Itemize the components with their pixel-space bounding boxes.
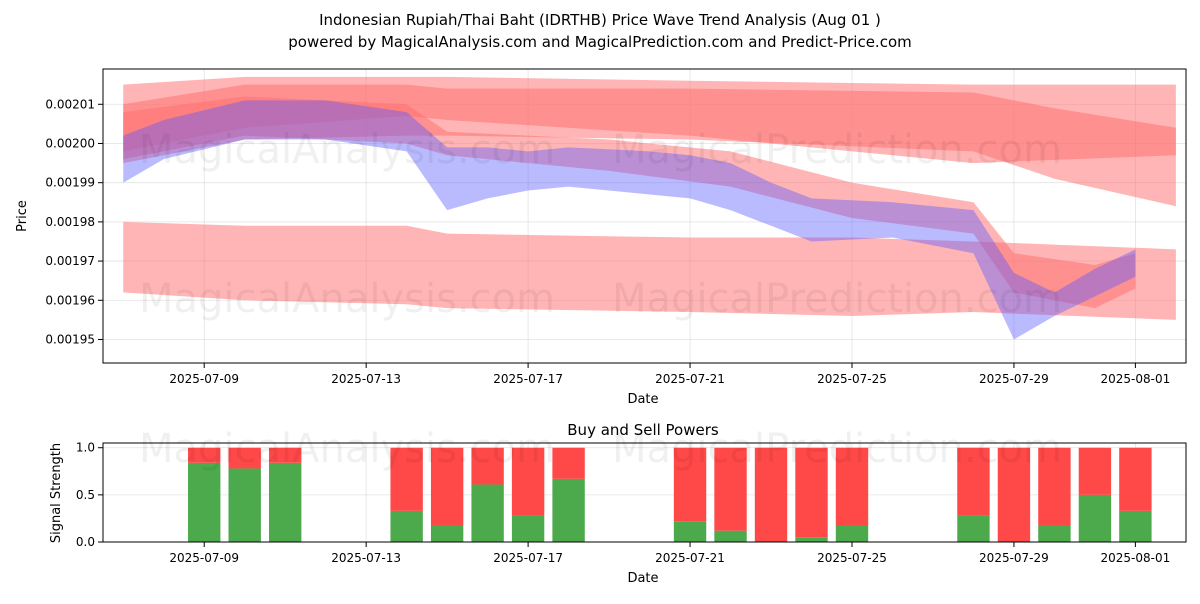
- signal-x-tick-label: 2025-07-09: [169, 551, 239, 565]
- sell-power-bar: [957, 447, 990, 516]
- price-axis-ticks: 2025-07-09 2025-07-13 2025-07-17 2025-07-21…: [45, 97, 1170, 386]
- buy-power-bar: [471, 484, 504, 542]
- price-x-tick-label: 2025-08-01: [1101, 372, 1171, 386]
- signal-x-tick-label: 2025-07-17: [493, 551, 563, 565]
- signal-y-axis-label: Signal Strength: [49, 443, 64, 543]
- price-plot-frame: [102, 68, 1187, 364]
- buy-sell-title: Buy and Sell Powers: [567, 421, 719, 439]
- price-y-tick-label: 0.00201: [45, 97, 95, 111]
- price-y-tick-label: 0.00196: [45, 293, 95, 307]
- chart-title: Indonesian Rupiah/Thai Baht (IDRTHB) Pri…: [319, 11, 881, 29]
- buy-power-bar: [795, 537, 828, 542]
- price-x-tick-label: 2025-07-29: [979, 372, 1049, 386]
- watermark-top-left: MagicalAnalysis.com: [139, 127, 555, 173]
- buy-power-bar: [552, 478, 585, 542]
- buy-power-bar: [188, 462, 221, 542]
- signal-axis-ticks: 2025-07-09 2025-07-13 2025-07-17 2025-07-21…: [76, 441, 1170, 565]
- sell-power-bar: [471, 447, 504, 485]
- price-bands: [123, 76, 1176, 340]
- watermark-bottom-left: MagicalAnalysis.com: [139, 426, 555, 472]
- chart-subtitle: powered by MagicalAnalysis.com and Magic…: [288, 33, 912, 51]
- buy-power-bar: [957, 515, 990, 542]
- sell-power-bar: [1038, 447, 1071, 526]
- signal-x-tick-label: 2025-07-13: [331, 551, 401, 565]
- price-y-axis-label: Price: [15, 200, 30, 232]
- watermark-mid-left: MagicalAnalysis.com: [139, 276, 555, 322]
- sell-power-bar: [268, 447, 302, 463]
- buy-power-bar: [1078, 494, 1112, 542]
- buy-power-bar: [714, 530, 747, 542]
- buy-power-bar: [673, 521, 707, 542]
- price-x-tick-label: 2025-07-09: [169, 372, 239, 386]
- sell-power-bar: [430, 447, 464, 526]
- price-y-tick-label: 0.00195: [45, 332, 95, 346]
- buy-power-bar: [228, 468, 261, 542]
- signal-x-axis-label: Date: [627, 571, 658, 586]
- buy-power-bar: [835, 525, 869, 542]
- sell-power-bar: [1119, 447, 1152, 511]
- price-band-4: [123, 100, 1136, 340]
- sell-power-bar: [390, 447, 423, 511]
- price-y-tick-label: 0.00199: [45, 176, 95, 190]
- sell-power-bar: [228, 447, 261, 469]
- sell-power-bar: [511, 447, 545, 516]
- buy-power-bar: [268, 462, 302, 542]
- signal-x-tick-label: 2025-07-25: [817, 551, 887, 565]
- signal-y-tick-label: 1.0: [76, 441, 95, 455]
- price-x-tick-label: 2025-07-21: [655, 372, 725, 386]
- buy-power-bar: [430, 525, 464, 542]
- watermark-bottom-right: MagicalPrediction.com: [612, 426, 1062, 472]
- signal-x-tick-label: 2025-07-21: [655, 551, 725, 565]
- price-band-2: [123, 221, 1176, 320]
- price-wave-panel: MagicalAnalysis.com MagicalPrediction.co…: [15, 68, 1187, 407]
- sell-power-bar: [552, 447, 585, 479]
- price-x-axis-label: Date: [627, 392, 658, 407]
- sell-power-bar: [795, 447, 828, 538]
- signal-bars: [188, 447, 1152, 542]
- watermark-top-right: MagicalPrediction.com: [612, 127, 1062, 173]
- signal-x-tick-label: 2025-07-29: [979, 551, 1049, 565]
- watermark-mid-right: MagicalPrediction.com: [612, 276, 1062, 322]
- price-y-tick-label: 0.00198: [45, 215, 95, 229]
- buy-power-bar: [1119, 510, 1152, 542]
- sell-power-bar: [714, 447, 747, 531]
- sell-power-bar: [997, 447, 1031, 542]
- signal-plot-frame: [102, 442, 1187, 543]
- price-x-tick-label: 2025-07-25: [817, 372, 887, 386]
- price-y-tick-label: 0.00200: [45, 136, 95, 150]
- sell-power-bar: [1078, 447, 1112, 495]
- sell-power-bar: [188, 447, 221, 463]
- price-y-tick-label: 0.00197: [45, 254, 95, 268]
- buy-sell-panel: Buy and Sell Powers MagicalAnalysis.com …: [49, 421, 1187, 586]
- sell-power-bar: [835, 447, 869, 526]
- sell-power-bar: [673, 447, 707, 522]
- sell-power-bar: [754, 447, 788, 542]
- signal-y-tick-label: 0.0: [76, 535, 95, 549]
- buy-power-bar: [1038, 525, 1071, 542]
- buy-power-bar: [390, 510, 423, 542]
- signal-y-tick-label: 0.5: [76, 488, 95, 502]
- price-band-3: [123, 96, 1136, 309]
- price-x-tick-label: 2025-07-13: [331, 372, 401, 386]
- price-x-tick-label: 2025-07-17: [493, 372, 563, 386]
- signal-x-tick-label: 2025-08-01: [1101, 551, 1171, 565]
- buy-power-bar: [511, 515, 545, 542]
